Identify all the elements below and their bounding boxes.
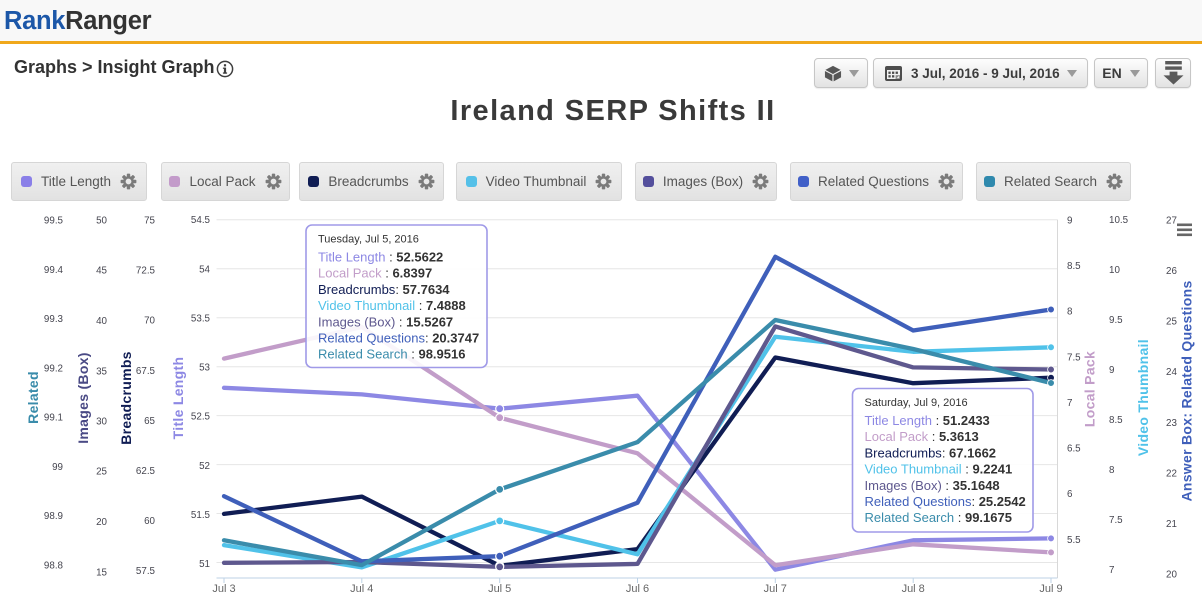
- svg-text:Jul 8: Jul 8: [902, 583, 925, 595]
- svg-text:30: 30: [96, 417, 107, 428]
- svg-text:6.5: 6.5: [1067, 444, 1081, 455]
- svg-text:Related Search : 98.9516: Related Search : 98.9516: [318, 346, 465, 361]
- svg-text:20: 20: [1166, 570, 1177, 581]
- svg-text:6: 6: [1067, 489, 1073, 500]
- svg-text:10.5: 10.5: [1109, 215, 1129, 226]
- svg-text:15: 15: [96, 567, 107, 578]
- svg-text:23: 23: [1166, 418, 1177, 429]
- svg-text:57.5: 57.5: [136, 566, 156, 577]
- svg-text:Related Questions: 20.3747: Related Questions: 20.3747: [318, 330, 479, 345]
- svg-text:9: 9: [1109, 365, 1114, 376]
- svg-text:Saturday, Jul 9, 2016: Saturday, Jul 9, 2016: [865, 397, 968, 409]
- svg-text:8.5: 8.5: [1109, 415, 1123, 426]
- svg-text:Answer Box: Related Questions: Answer Box: Related Questions: [1178, 280, 1194, 501]
- svg-text:35: 35: [96, 366, 107, 377]
- svg-text:Related: Related: [25, 371, 41, 424]
- svg-text:Title Length : 51.2433: Title Length : 51.2433: [865, 413, 990, 428]
- svg-text:Local Pack: Local Pack: [1082, 351, 1098, 427]
- svg-text:7.5: 7.5: [1109, 515, 1123, 526]
- svg-text:9.5: 9.5: [1109, 315, 1123, 326]
- svg-text:54.5: 54.5: [191, 215, 211, 226]
- svg-text:Jul 4: Jul 4: [350, 583, 373, 595]
- svg-text:20: 20: [96, 517, 107, 528]
- svg-text:Local Pack : 5.3613: Local Pack : 5.3613: [865, 429, 979, 444]
- svg-text:62.5: 62.5: [136, 466, 156, 477]
- svg-text:9: 9: [1067, 215, 1072, 226]
- svg-text:Jul 6: Jul 6: [626, 583, 649, 595]
- svg-text:24: 24: [1166, 367, 1177, 378]
- svg-text:Related Questions: 25.2542: Related Questions: 25.2542: [865, 494, 1026, 509]
- svg-text:Video Thumbnail : 9.2241: Video Thumbnail : 9.2241: [865, 461, 1013, 476]
- svg-text:50: 50: [96, 216, 107, 227]
- svg-text:Jul 9: Jul 9: [1039, 583, 1062, 595]
- svg-text:Jul 5: Jul 5: [488, 583, 511, 595]
- svg-text:75: 75: [144, 216, 155, 227]
- svg-text:67.5: 67.5: [136, 366, 156, 377]
- svg-text:Images (Box) : 15.5267: Images (Box) : 15.5267: [318, 314, 453, 329]
- svg-text:25: 25: [1166, 317, 1177, 328]
- svg-text:Jul 3: Jul 3: [212, 583, 235, 595]
- svg-text:99.4: 99.4: [44, 265, 64, 276]
- svg-text:Video Thumbnail: Video Thumbnail: [1135, 339, 1151, 456]
- svg-text:98.8: 98.8: [44, 561, 64, 572]
- svg-text:22: 22: [1166, 468, 1177, 479]
- svg-text:53: 53: [199, 363, 210, 374]
- svg-text:Breadcrumbs: 57.7634: Breadcrumbs: 57.7634: [318, 281, 450, 296]
- svg-text:40: 40: [96, 316, 107, 327]
- svg-text:51: 51: [199, 559, 210, 570]
- svg-text:Related Search : 99.1675: Related Search : 99.1675: [865, 510, 1012, 525]
- svg-text:52.5: 52.5: [191, 412, 211, 423]
- svg-text:Video Thumbnail : 7.4888: Video Thumbnail : 7.4888: [318, 298, 466, 313]
- svg-text:54: 54: [199, 264, 210, 275]
- svg-text:65: 65: [144, 416, 155, 427]
- svg-text:99.2: 99.2: [44, 363, 63, 374]
- svg-text:Local Pack : 6.8397: Local Pack : 6.8397: [318, 265, 432, 280]
- svg-text:7: 7: [1067, 398, 1072, 409]
- svg-text:Tuesday, Jul 5, 2016: Tuesday, Jul 5, 2016: [318, 234, 419, 246]
- svg-text:60: 60: [144, 516, 155, 527]
- svg-text:72.5: 72.5: [136, 266, 156, 277]
- svg-text:99.5: 99.5: [44, 216, 64, 227]
- svg-text:8: 8: [1109, 465, 1115, 476]
- svg-text:8: 8: [1067, 307, 1073, 318]
- svg-text:99.1: 99.1: [44, 413, 63, 424]
- svg-text:27: 27: [1166, 216, 1177, 227]
- svg-text:53.5: 53.5: [191, 313, 211, 324]
- svg-text:7: 7: [1109, 565, 1114, 576]
- svg-text:52: 52: [199, 461, 210, 472]
- svg-text:Images (Box) : 35.1648: Images (Box) : 35.1648: [865, 477, 1000, 492]
- svg-text:45: 45: [96, 266, 107, 277]
- svg-text:98.9: 98.9: [44, 511, 63, 522]
- svg-text:7.5: 7.5: [1067, 352, 1081, 363]
- svg-text:Title Length: Title Length: [170, 357, 186, 440]
- svg-text:Breadcrumbs: Breadcrumbs: [118, 351, 134, 445]
- svg-text:25: 25: [96, 467, 107, 478]
- svg-text:21: 21: [1166, 519, 1177, 530]
- svg-text:Images (Box): Images (Box): [75, 352, 91, 444]
- svg-text:Title Length : 52.5622: Title Length : 52.5622: [318, 249, 443, 264]
- svg-text:8.5: 8.5: [1067, 261, 1081, 272]
- svg-text:5.5: 5.5: [1067, 535, 1081, 546]
- svg-text:10: 10: [1109, 265, 1120, 276]
- svg-text:99: 99: [52, 462, 63, 473]
- svg-text:26: 26: [1166, 266, 1177, 277]
- svg-text:Breadcrumbs: 67.1662: Breadcrumbs: 67.1662: [865, 445, 997, 460]
- svg-text:51.5: 51.5: [191, 510, 211, 521]
- svg-text:70: 70: [144, 316, 155, 327]
- svg-text:Jul 7: Jul 7: [764, 583, 787, 595]
- svg-text:99.3: 99.3: [44, 314, 64, 325]
